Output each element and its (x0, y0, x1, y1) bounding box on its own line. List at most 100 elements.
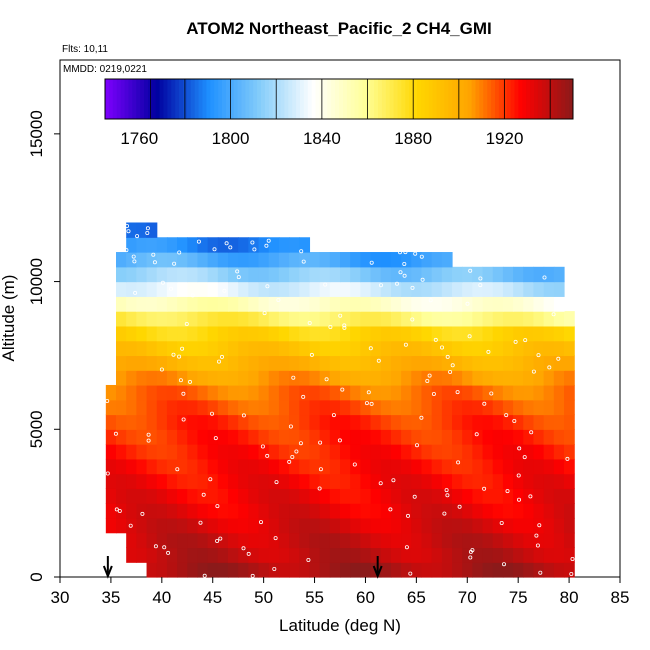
heatmap-cell (553, 325, 565, 342)
heatmap-cell (502, 384, 514, 401)
heatmap-cell (177, 458, 188, 475)
measurement-point (113, 431, 118, 436)
heatmap-cell (156, 414, 168, 430)
colorbar-segment (331, 79, 336, 119)
heatmap-cell (390, 266, 402, 283)
heatmap-cell (177, 325, 188, 342)
heatmap-cell (492, 414, 504, 430)
measurement-point (266, 238, 271, 243)
heatmap-cell (452, 473, 463, 489)
heatmap-cell (217, 488, 229, 504)
heatmap-cell (177, 399, 188, 416)
heatmap-cell (380, 384, 392, 401)
heatmap-cell (197, 252, 209, 268)
heatmap-cell (238, 517, 249, 534)
heatmap-cell (278, 414, 290, 430)
heatmap-cell (105, 458, 117, 475)
heatmap-cell (187, 547, 199, 563)
measurement-point (516, 473, 521, 478)
heatmap-cell (502, 444, 514, 460)
heatmap-cell (452, 444, 463, 460)
heatmap-cell (462, 355, 473, 371)
heatmap-cell (156, 458, 168, 475)
heatmap-cell (380, 281, 392, 297)
colorbar-segment (385, 79, 391, 119)
heatmap-cell (228, 355, 239, 371)
heatmap-cell (268, 414, 280, 430)
heatmap-cell (116, 399, 127, 416)
heatmap-cell (299, 252, 311, 268)
heatmap-cell (278, 370, 290, 386)
heatmap-cell (543, 473, 555, 489)
heatmap-cell (207, 281, 219, 297)
colorbar-segment (300, 79, 305, 119)
heatmap-cell (543, 296, 555, 312)
measurement-point (133, 290, 138, 295)
measurement-point (431, 391, 436, 396)
colorbar-segment (557, 79, 562, 119)
heatmap-cell (350, 562, 361, 578)
heatmap-cell (156, 444, 168, 460)
heatmap-cell (136, 429, 148, 445)
heatmap-cell (299, 311, 311, 327)
heatmap-cell (146, 281, 158, 297)
heatmap-cell (248, 237, 260, 253)
heatmap-cell (146, 503, 158, 519)
heatmap-cell (502, 414, 514, 430)
measurement-point (307, 320, 312, 325)
heatmap-cell (309, 414, 321, 430)
measurement-point (478, 276, 483, 281)
heatmap-cell (207, 547, 219, 563)
measurement-point (216, 359, 221, 364)
measurement-point (301, 394, 306, 399)
heatmap-cell (258, 355, 270, 371)
colorbar-segment (413, 79, 418, 119)
heatmap-cell (350, 458, 361, 475)
measurement-point (168, 286, 173, 291)
heatmap-cell (248, 444, 260, 460)
measurement-point (159, 367, 164, 372)
heatmap-cell (431, 384, 443, 401)
heatmap-cell (207, 488, 219, 504)
colorbar-segment (428, 79, 434, 119)
heatmap-cell (370, 488, 382, 504)
heatmap-cell (543, 547, 555, 563)
measurement-point (522, 455, 527, 460)
heatmap-cell (482, 429, 494, 445)
heatmap-cell (390, 370, 402, 386)
heatmap-cell (462, 414, 473, 430)
y-axis-label: Altitude (m) (0, 275, 18, 362)
heatmap-cell (228, 503, 239, 519)
heatmap-cell (197, 517, 209, 534)
heatmap-cell (513, 340, 524, 357)
heatmap-cell (146, 414, 158, 430)
heatmap-cell (411, 532, 423, 549)
heatmap-cell (370, 473, 382, 489)
heatmap-cell (116, 355, 127, 371)
heatmap-cell (299, 237, 311, 253)
measurement-point (408, 571, 413, 576)
heatmap-cell (564, 399, 575, 416)
heatmap-cell (350, 517, 361, 534)
heatmap-cell (289, 547, 300, 563)
heatmap-cell (116, 414, 127, 430)
colorbar-tick-label: 1880 (394, 129, 432, 148)
measurement-point (499, 521, 504, 526)
heatmap-cell (452, 517, 463, 534)
heatmap-cell (299, 517, 311, 534)
heatmap-cell (340, 488, 351, 504)
heatmap-cell (299, 399, 311, 416)
measurement-point (369, 401, 374, 406)
heatmap-cell (238, 340, 249, 357)
measurement-point (529, 430, 534, 435)
heatmap-cell (452, 355, 463, 371)
heatmap-cell (319, 429, 331, 445)
colorbar-segment (401, 79, 406, 119)
heatmap-cell (462, 503, 473, 519)
heatmap-cell (217, 429, 229, 445)
heatmap-cell (462, 266, 473, 283)
heatmap-cell (360, 458, 372, 475)
colorbar-segment (206, 79, 211, 119)
heatmap-cell (370, 252, 382, 268)
heatmap-cell (319, 414, 331, 430)
